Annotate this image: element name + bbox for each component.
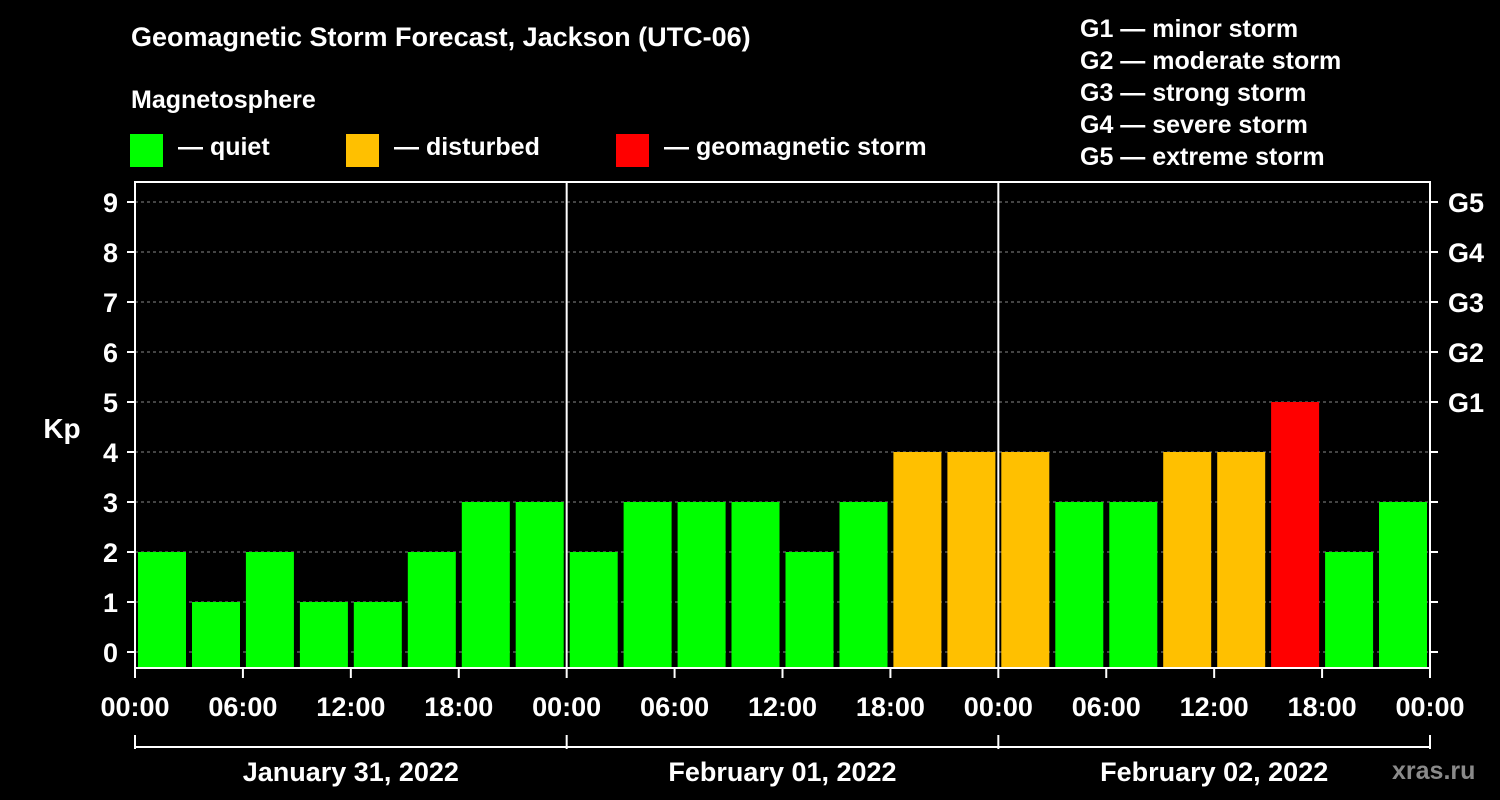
bar-kp-3: [299, 602, 348, 668]
x-tick-label: 00:00: [1395, 692, 1464, 722]
bar-kp-5: [407, 552, 456, 668]
day-label: February 01, 2022: [668, 757, 896, 787]
x-tick-label: 12:00: [316, 692, 385, 722]
y-tick-label: 9: [103, 188, 118, 218]
bar-kp-10: [677, 502, 726, 668]
x-tick-label: 06:00: [208, 692, 277, 722]
x-tick-label: 12:00: [1180, 692, 1249, 722]
bar-kp-1: [192, 602, 240, 668]
bar-kp-14: [893, 452, 942, 668]
storm-scale-g5: G5 — extreme storm: [1080, 143, 1325, 171]
bar-kp-19: [1163, 452, 1212, 668]
y-tick-label: 7: [103, 288, 118, 318]
storm-scale-g4: G4 — severe storm: [1080, 111, 1308, 139]
y-tick-label: 8: [103, 238, 118, 268]
bar-kp-7: [515, 502, 564, 668]
x-tick-label: 06:00: [1072, 692, 1141, 722]
day-label: January 31, 2022: [243, 757, 459, 787]
bar-kp-18: [1109, 502, 1158, 668]
g-scale-label: G4: [1448, 238, 1484, 268]
bar-kp-4: [353, 602, 402, 668]
bar-kp-23: [1379, 502, 1427, 668]
bar-kp-21: [1271, 402, 1320, 668]
x-tick-label: 18:00: [424, 692, 493, 722]
bar-kp-9: [623, 502, 672, 668]
chart-subtitle: Magnetosphere: [131, 86, 316, 114]
legend-swatch-storm: [616, 134, 649, 167]
storm-scale-g3: G3 — strong storm: [1080, 79, 1307, 107]
y-tick-label: 6: [103, 338, 118, 368]
y-tick-label: 3: [103, 488, 118, 518]
y-tick-label: 2: [103, 538, 118, 568]
bar-kp-6: [461, 502, 510, 668]
bar-kp-22: [1325, 552, 1374, 668]
legend-swatch-disturbed: [346, 134, 379, 167]
x-tick-label: 00:00: [100, 692, 169, 722]
x-tick-label: 12:00: [748, 692, 817, 722]
bar-kp-16: [1001, 452, 1050, 668]
x-tick-label: 06:00: [640, 692, 709, 722]
x-tick-label: 00:00: [964, 692, 1033, 722]
y-tick-label: 4: [103, 438, 118, 468]
storm-scale-g2: G2 — moderate storm: [1080, 47, 1342, 75]
storm-scale-g1: G1 — minor storm: [1080, 15, 1299, 43]
bar-kp-2: [245, 552, 294, 668]
legend-swatch-quiet: [130, 134, 163, 167]
bar-kp-20: [1217, 452, 1266, 668]
day-label: February 02, 2022: [1100, 757, 1328, 787]
bar-kp-12: [785, 552, 834, 668]
y-tick-label: 1: [103, 588, 118, 618]
x-tick-label: 18:00: [1288, 692, 1357, 722]
x-tick-label: 00:00: [532, 692, 601, 722]
chart-title: Geomagnetic Storm Forecast, Jackson (UTC…: [131, 22, 751, 52]
legend-label-disturbed: — disturbed: [394, 133, 540, 161]
g-scale-label: G1: [1448, 388, 1484, 418]
bar-kp-0: [138, 552, 186, 668]
watermark: xras.ru: [1392, 757, 1476, 785]
g-scale-label: G5: [1448, 188, 1484, 218]
legend-label-storm: — geomagnetic storm: [664, 133, 927, 161]
bar-kp-8: [569, 552, 618, 668]
legend-label-quiet: — quiet: [178, 133, 270, 161]
bar-kp-17: [1055, 502, 1104, 668]
g-scale-label: G3: [1448, 288, 1484, 318]
y-axis-label: Kp: [43, 413, 80, 444]
bar-kp-11: [731, 502, 780, 668]
bar-kp-13: [839, 502, 888, 668]
y-tick-label: 5: [103, 388, 118, 418]
y-tick-label: 0: [103, 638, 118, 668]
bar-kp-15: [947, 452, 996, 668]
g-scale-label: G2: [1448, 338, 1484, 368]
x-tick-label: 18:00: [856, 692, 925, 722]
